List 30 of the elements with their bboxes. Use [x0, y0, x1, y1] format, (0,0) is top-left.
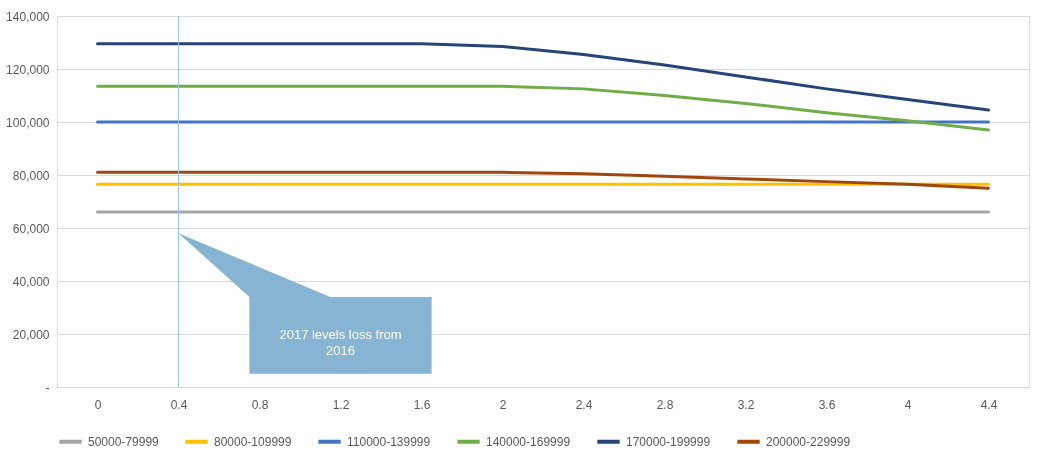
y-tick-label: - — [45, 380, 50, 395]
legend-label: 170000-199999 — [626, 434, 711, 449]
legend-label: 50000-79999 — [88, 434, 160, 449]
x-tick-label: 1.6 — [413, 397, 431, 412]
x-tick-label: 3.6 — [818, 397, 836, 412]
legend-label: 110000-139999 — [347, 434, 431, 449]
line-series — [96, 170, 990, 190]
y-tick-label: 60,000 — [12, 221, 50, 236]
x-tick-label: 3.2 — [737, 397, 755, 412]
x-tick-label: 0.4 — [170, 397, 188, 412]
y-tick-label: 80,000 — [12, 168, 50, 183]
x-tick-label: 0.8 — [251, 397, 269, 412]
x-tick-label: 2.8 — [656, 397, 674, 412]
y-tick-label: 40,000 — [12, 274, 50, 289]
x-tick-label: 4.4 — [980, 397, 998, 412]
line-series — [96, 42, 990, 112]
x-tick-label: 1.2 — [332, 397, 350, 412]
y-tick-label: 140,000 — [6, 9, 50, 24]
x-tick-label: 4 — [904, 397, 912, 412]
legend-label: 140000-169999 — [486, 434, 571, 449]
y-tick-label: 20,000 — [12, 327, 50, 342]
line-series — [96, 84, 990, 132]
legend-label: 200000-229999 — [766, 434, 851, 449]
x-tick-label: 2.4 — [575, 397, 593, 412]
y-tick-label: 100,000 — [6, 115, 50, 130]
x-tick-label: 2 — [499, 397, 507, 412]
annotation: 2017 levels loss from 2016 — [279, 327, 402, 359]
x-tick-label: 0 — [94, 397, 102, 412]
legend-label: 80000-109999 — [214, 434, 292, 449]
y-tick-label: 120,000 — [6, 62, 50, 77]
